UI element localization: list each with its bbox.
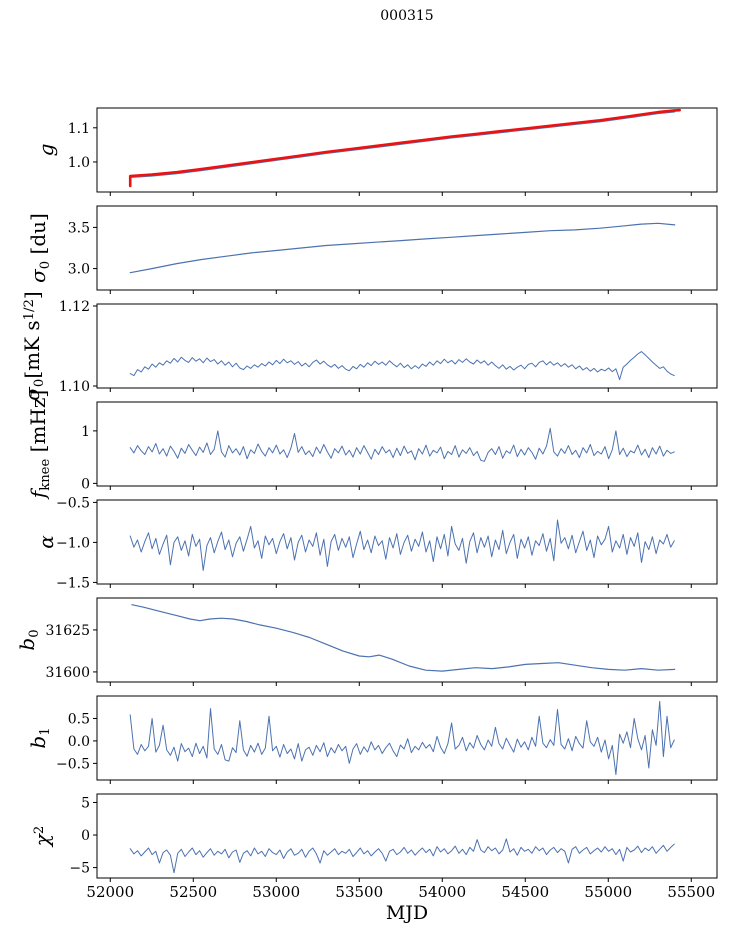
subplot-gain-series-overlay: [128, 108, 681, 188]
ylabel-segment: 2: [32, 825, 48, 835]
ylabel-segment: f: [26, 490, 50, 499]
ylabel-segment: [mHz]: [26, 389, 50, 459]
x-tick-label: 54500: [501, 883, 549, 901]
subplot-chi2-frame: [96, 793, 718, 879]
ylabel-segment: α: [34, 535, 58, 549]
subplot-fknee-frame: [96, 401, 718, 487]
ylabel-segment: 1/2: [22, 299, 38, 321]
subplot-b1-series-b1: [129, 700, 675, 776]
y-tick-label: 3.0: [68, 262, 90, 278]
y-tick-label: −1.5: [56, 575, 90, 591]
ylabel-segment: b: [26, 735, 50, 749]
ylabel-segment: χ: [30, 834, 54, 847]
ylabel-segment: [du]: [26, 213, 50, 261]
ylabel-segment: g: [34, 143, 58, 157]
ylabel-segment: 0: [37, 260, 53, 270]
subplot-fknee-ylabel: fknee [mHz]: [26, 389, 53, 499]
x-tick-label: 54000: [418, 883, 466, 901]
ylabel-segment: [mK s: [20, 320, 44, 379]
ylabel-segment: 0: [26, 629, 42, 638]
y-tick-label: 0: [81, 476, 90, 492]
subplot-fknee-series-fknee: [129, 427, 675, 462]
ylabel-segment: 0: [31, 378, 47, 388]
y-tick-label: 1: [81, 424, 90, 440]
y-tick-label: 1.0: [68, 155, 90, 171]
ylabel-segment: b: [15, 637, 39, 651]
ylabel-segment: 1: [37, 727, 53, 736]
y-tick-label: 0.5: [68, 711, 90, 727]
subplot-alpha-ylabel: α: [34, 535, 58, 549]
subplot-sigma0-du-ylabel: σ0 [du]: [26, 213, 53, 283]
subplot-b0-series-b0: [131, 604, 676, 672]
y-tick-label: 1.1: [68, 121, 90, 137]
subplot-b1-frame: [96, 695, 718, 781]
x-axis-label: MJD: [385, 902, 429, 924]
y-tick-label: −5: [69, 861, 90, 877]
y-tick-label: 0: [81, 828, 90, 844]
x-tick-label: 55500: [667, 883, 715, 901]
subplot-sigma0-du-series-sigma0-du: [129, 222, 676, 274]
y-tick-label: 1.10: [59, 379, 90, 395]
x-tick-label: 55000: [584, 883, 632, 901]
subplot-gain-series-fit: [129, 111, 676, 178]
y-tick-label: −1.0: [56, 535, 90, 551]
subplot-b1-ylabel: b1: [26, 727, 53, 749]
subplot-gain-ylabel: g: [34, 144, 58, 157]
x-tick-label: 53500: [335, 883, 383, 901]
y-tick-label: −0.5: [56, 495, 90, 511]
subplot-sigma0-mk-ylabel: σ0[mK s1/2]: [20, 291, 47, 400]
subplot-sigma0-du-frame: [96, 205, 718, 291]
x-tick-label: 53000: [252, 883, 300, 901]
y-tick-label: −0.5: [56, 756, 90, 772]
subplot-sigma0-mk-frame: [96, 303, 718, 389]
subplot-b0-frame: [96, 597, 718, 683]
subplot-sigma0-mk-series-sigma0-mk: [129, 351, 675, 381]
y-tick-label: 1.12: [59, 299, 90, 315]
ylabel-segment: knee: [37, 458, 53, 491]
figure-title: 000315: [380, 8, 434, 24]
y-tick-label: 0.0: [68, 734, 90, 750]
subplot-alpha-frame: [96, 499, 718, 585]
subplot-alpha-series-alpha: [129, 519, 675, 571]
subplot-chi2-ylabel: χ2: [30, 826, 54, 847]
subplot-b0-ylabel: b0: [15, 629, 42, 651]
subplot-chi2-series-chi2: [129, 838, 675, 874]
subplot-gain-frame: [96, 107, 718, 193]
y-tick-label: 31600: [45, 665, 90, 681]
x-tick-label: 52500: [169, 883, 217, 901]
ylabel-segment: σ: [26, 269, 50, 283]
x-tick-label: 52000: [86, 883, 134, 901]
y-tick-label: 5: [81, 795, 90, 811]
y-tick-label: 31625: [45, 623, 90, 639]
y-tick-label: 3.5: [68, 220, 90, 236]
